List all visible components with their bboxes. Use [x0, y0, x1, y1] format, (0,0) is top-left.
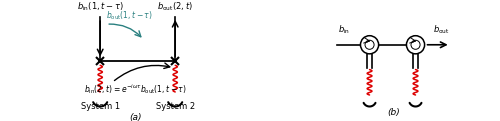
- Text: System 1: System 1: [80, 102, 120, 111]
- Text: $b_{\rm in}(1,t-\tau)$: $b_{\rm in}(1,t-\tau)$: [76, 1, 124, 13]
- Text: $b_{\rm out}(1,t-\tau)$: $b_{\rm out}(1,t-\tau)$: [106, 10, 152, 22]
- Text: $b_{\rm out}$: $b_{\rm out}$: [432, 24, 450, 36]
- Text: $b_{\rm out}(2,t)$: $b_{\rm out}(2,t)$: [158, 1, 193, 13]
- Text: (a): (a): [129, 113, 141, 121]
- Text: $b_{\rm in}$: $b_{\rm in}$: [338, 24, 350, 36]
- Text: System 2: System 2: [156, 102, 195, 111]
- Text: $b_{\rm in}(2,t)=e^{-i\omega\tau}b_{\rm out}(1,t-\tau)$: $b_{\rm in}(2,t)=e^{-i\omega\tau}b_{\rm …: [84, 82, 188, 96]
- Text: (b): (b): [388, 108, 400, 117]
